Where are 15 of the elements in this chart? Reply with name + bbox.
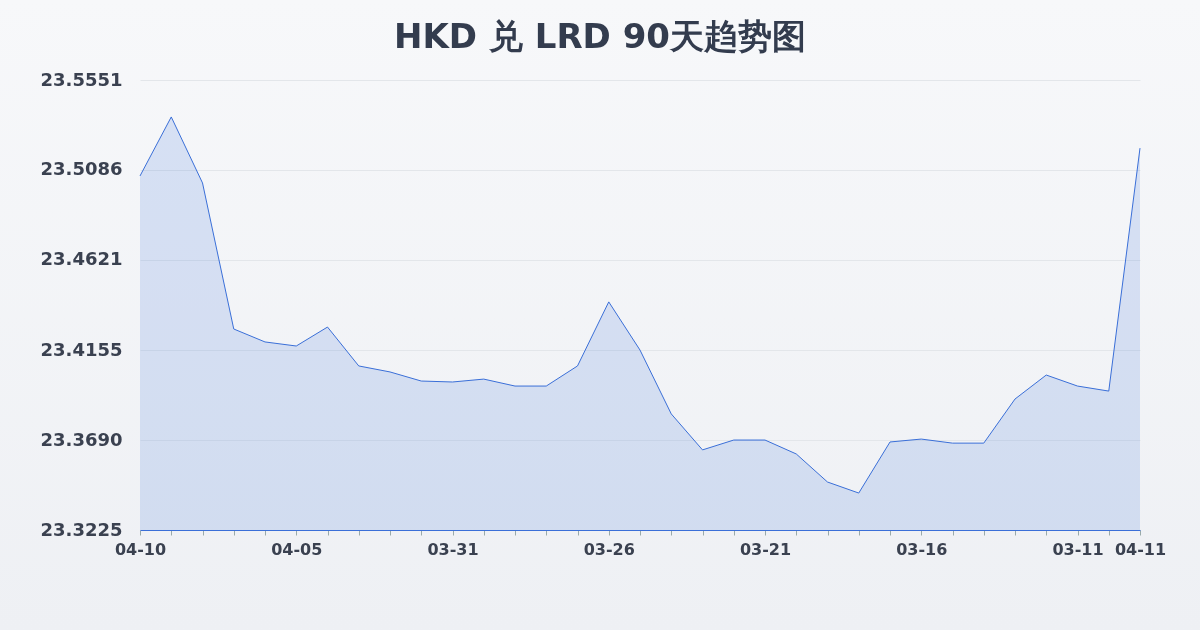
- y-tick-label: 23.3225: [40, 518, 123, 540]
- x-tick-label: 04-10: [114, 539, 167, 559]
- x-tick-label: 03-31: [427, 539, 479, 559]
- y-tick-label: 23.5086: [40, 158, 123, 180]
- x-tick-label: 03-11: [1052, 539, 1104, 559]
- x-tick-label: 04-05: [271, 539, 323, 559]
- x-tick-label: 04-11: [1114, 539, 1167, 559]
- x-tick-label: 03-16: [896, 539, 948, 559]
- y-tick-label: 23.4621: [40, 248, 123, 270]
- chart-title: HKD 兑 LRD 90天趋势图: [394, 16, 806, 56]
- y-tick-label: 23.3690: [40, 428, 123, 450]
- x-tick-label: 03-21: [739, 539, 792, 559]
- y-tick-label: 23.5551: [40, 68, 123, 90]
- y-tick-label: 23.4155: [40, 338, 123, 360]
- x-tick-label: 03-26: [583, 539, 635, 559]
